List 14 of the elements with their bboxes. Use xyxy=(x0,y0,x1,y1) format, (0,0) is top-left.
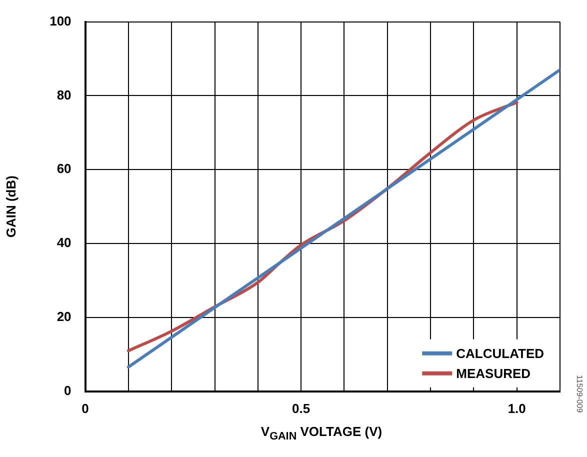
x-tick-label: 0.5 xyxy=(292,400,310,416)
y-tick-label: 80 xyxy=(56,87,72,102)
y-tick-label: 20 xyxy=(56,309,72,324)
y-tick-label: 0 xyxy=(64,382,72,398)
x-axis-title: V$_{GAIN}$ VOLTAGE (V) xyxy=(260,424,384,443)
y-tick-label: 100 xyxy=(50,13,72,28)
y-tick-label: 40 xyxy=(56,235,72,250)
x-tick-label: 1.0 xyxy=(508,400,526,416)
legend-label: MEASURED xyxy=(456,366,531,381)
y-tick-label: 60 xyxy=(56,161,72,176)
legend-label: CALCULATED xyxy=(456,346,544,361)
text: 11509-009 xyxy=(574,375,584,413)
y-axis-title: GAIN (dB) xyxy=(3,176,18,238)
x-tick-label: 0 xyxy=(82,400,89,416)
